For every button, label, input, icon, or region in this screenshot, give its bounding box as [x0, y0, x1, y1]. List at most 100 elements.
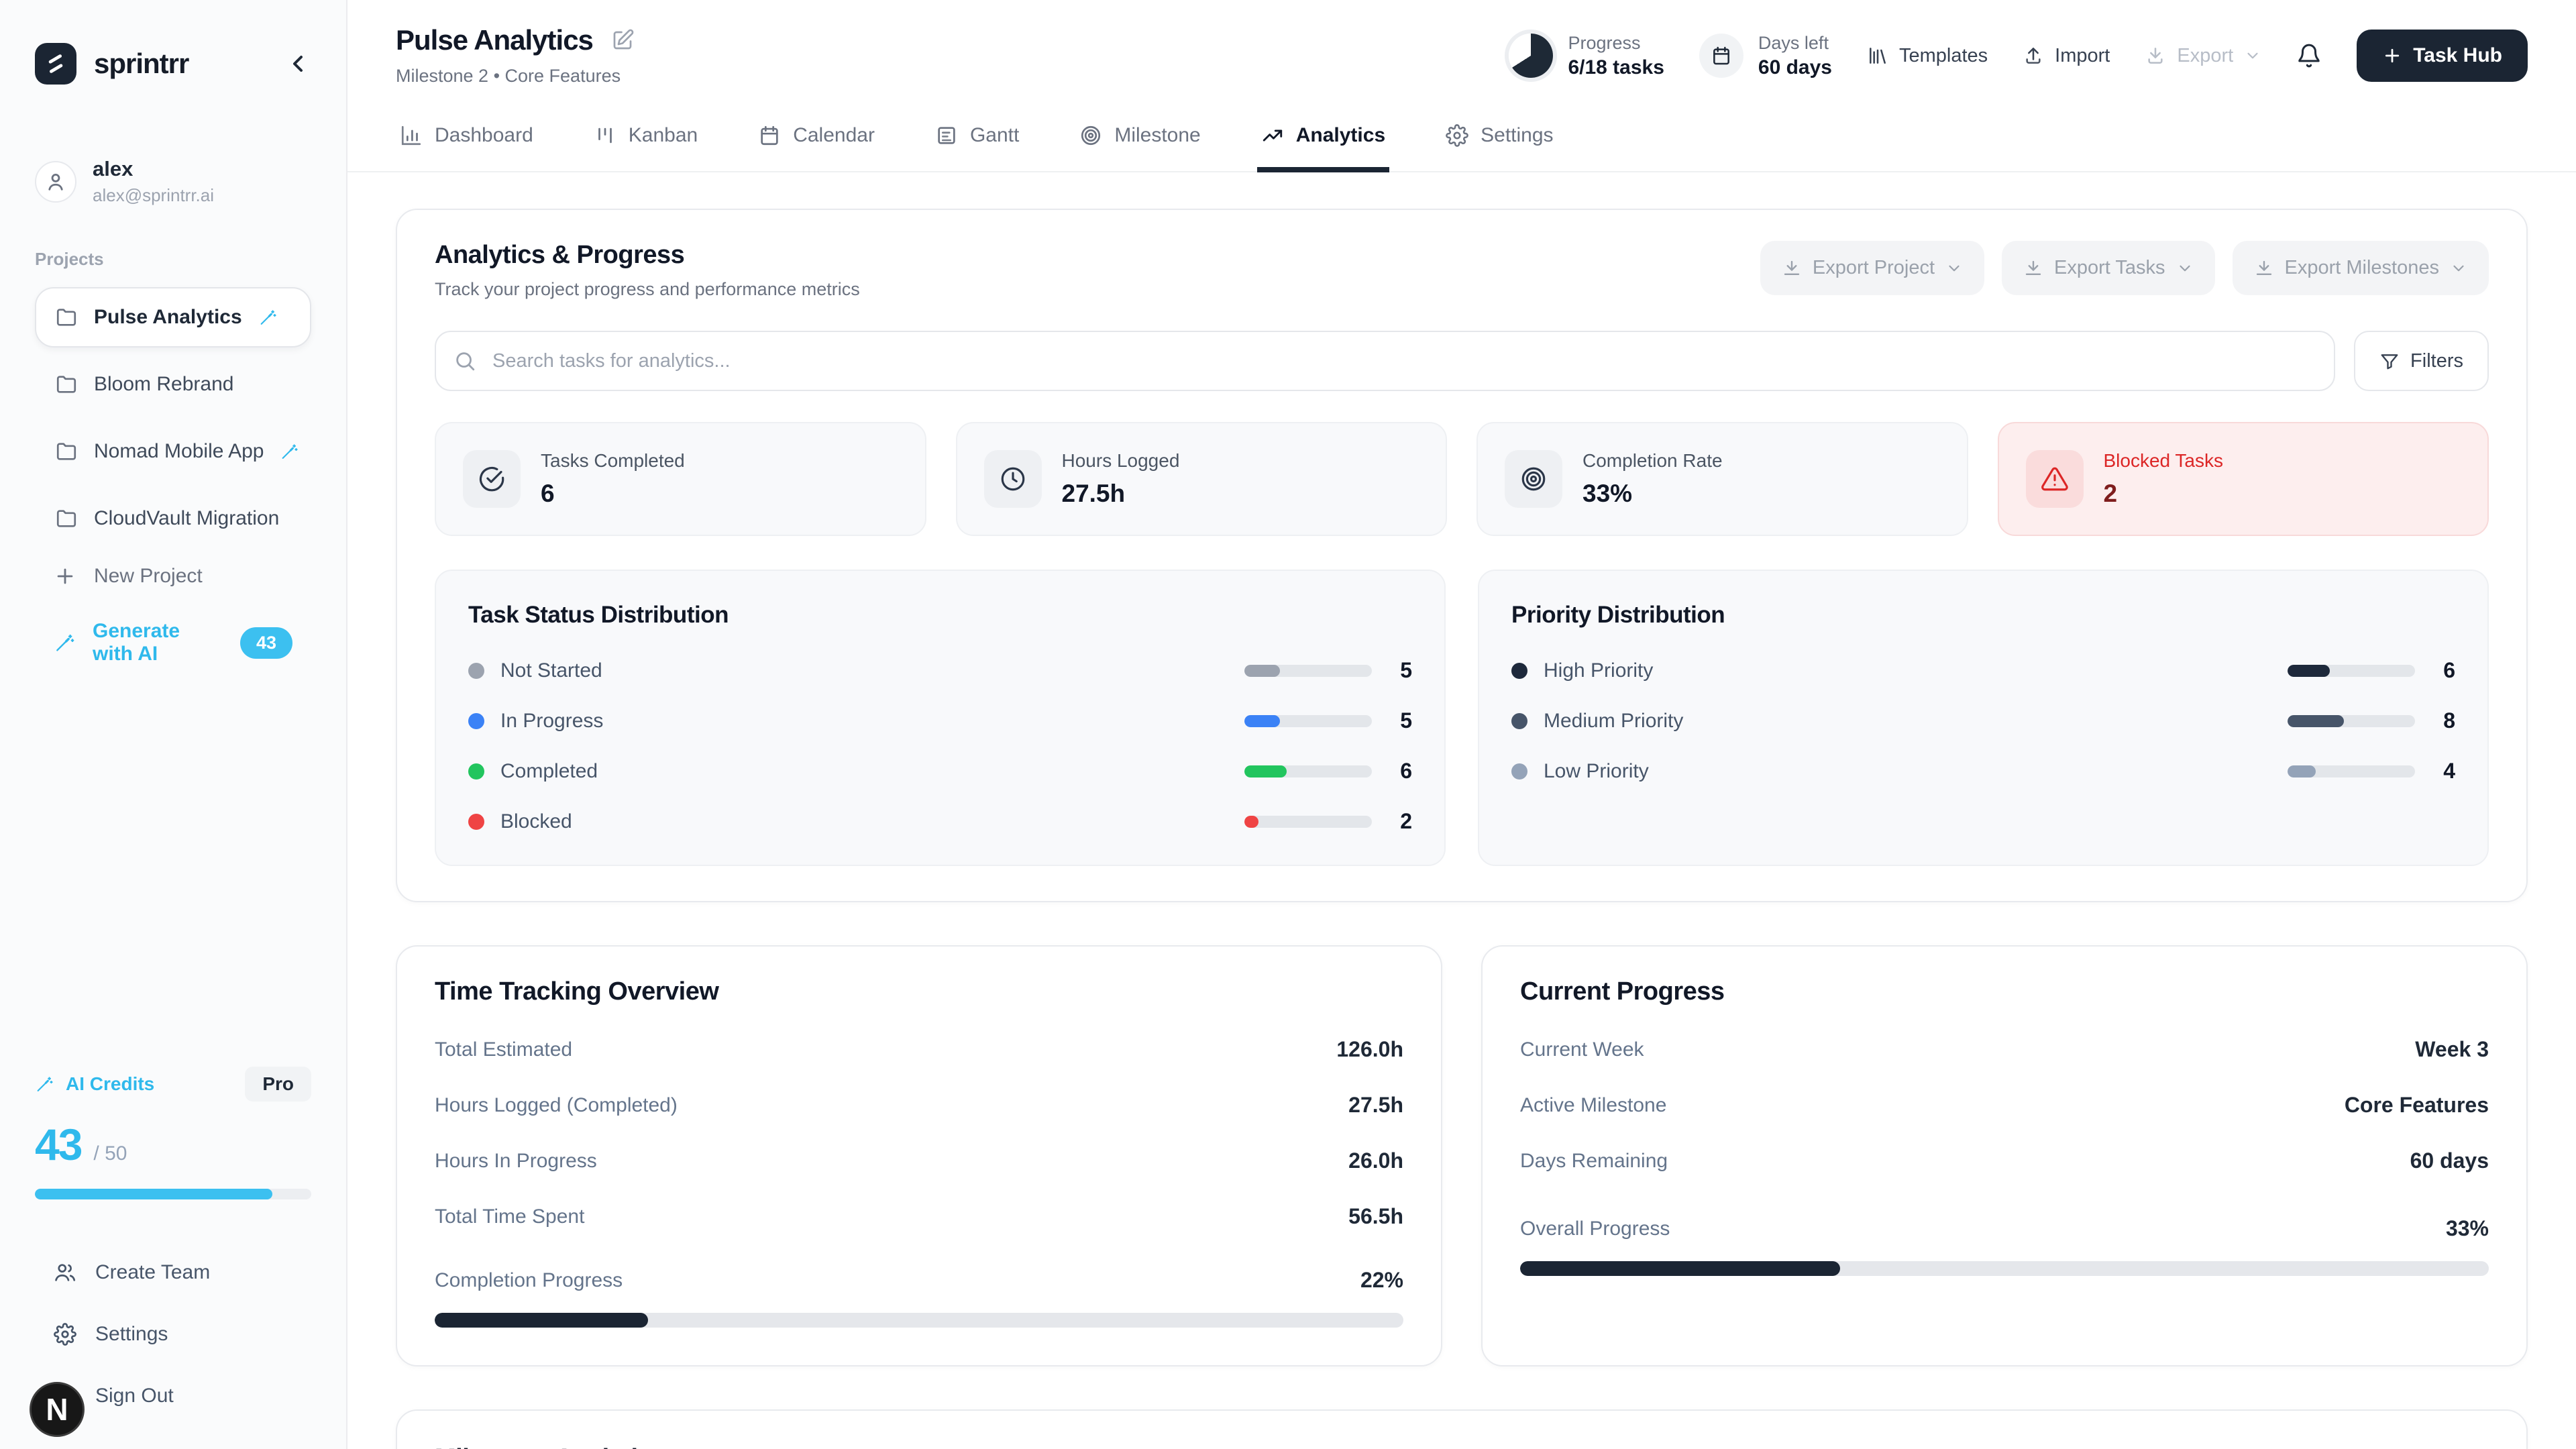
status-row-not-started: Not Started 5 — [468, 658, 1412, 683]
templates-button[interactable]: Templates — [1867, 45, 1988, 67]
export-milestones-button[interactable]: Export Milestones — [2232, 241, 2489, 295]
sidebar-item-bloom-rebrand[interactable]: Bloom Rebrand — [35, 354, 311, 415]
status-row-blocked: Blocked 2 — [468, 809, 1412, 834]
project-name: Bloom Rebrand — [94, 373, 234, 395]
milestone-analytics-card: Milestone Analytics Total Milestones Com… — [396, 1409, 2528, 1449]
download-icon — [2256, 260, 2271, 275]
export-tasks-button[interactable]: Export Tasks — [2002, 241, 2215, 295]
edit-title-icon[interactable] — [610, 28, 635, 52]
tab-dashboard[interactable]: Dashboard — [396, 107, 537, 172]
task-hub-button[interactable]: Task Hub — [2357, 30, 2528, 82]
stat-cards-row: Tasks Completed 6 Hours Logged 27.5h — [435, 422, 2489, 536]
tab-milestone[interactable]: Milestone — [1075, 107, 1204, 172]
user-email: alex@sprintrr.ai — [93, 185, 215, 205]
tab-analytics[interactable]: Analytics — [1256, 107, 1390, 172]
user-avatar — [35, 160, 76, 203]
priority-row-low: Low Priority 4 — [1511, 759, 2455, 784]
create-team-button[interactable]: Create Team — [35, 1246, 311, 1299]
sprintrr-logo-icon — [35, 43, 76, 85]
credits-total: / 50 — [93, 1142, 127, 1165]
project-name: Pulse Analytics — [94, 306, 242, 328]
ai-wand-icon — [54, 632, 75, 653]
generate-with-ai-button[interactable]: Generate with AI 43 — [35, 604, 311, 682]
check-circle-icon — [463, 450, 521, 508]
tab-settings[interactable]: Settings — [1442, 107, 1557, 172]
progress-label: Progress — [1568, 32, 1641, 53]
stat-tasks-completed: Tasks Completed 6 — [435, 422, 926, 536]
upload-icon — [2023, 45, 2044, 66]
page-title: Pulse Analytics — [396, 24, 594, 56]
search-input[interactable] — [435, 331, 2336, 391]
sidebar-collapse-button[interactable] — [284, 50, 311, 77]
calendar-icon — [761, 125, 778, 146]
new-project-button[interactable]: New Project — [35, 549, 311, 604]
chevron-down-icon — [2453, 265, 2464, 271]
stat-completion-rate: Completion Rate 33% — [1477, 422, 1968, 536]
stat-hours-logged: Hours Logged 27.5h — [955, 422, 1447, 536]
days-left-label: Days left — [1758, 32, 1829, 53]
user-profile[interactable]: alex alex@sprintrr.ai — [35, 157, 311, 206]
gear-icon — [54, 1323, 76, 1346]
progress-row-days-remaining: Days Remaining 60 days — [1520, 1148, 2489, 1173]
time-row-hours-logged: Hours Logged (Completed) 27.5h — [435, 1093, 1403, 1117]
sidebar-item-cloudvault-migration[interactable]: CloudVault Migration — [35, 488, 311, 549]
export-button[interactable]: Export — [2145, 45, 2261, 67]
download-icon — [1784, 260, 1800, 275]
plan-badge: Pro — [245, 1067, 311, 1102]
import-button[interactable]: Import — [2023, 45, 2110, 67]
target-icon — [1505, 450, 1562, 508]
ai-wand-icon — [35, 1075, 54, 1093]
filters-button[interactable]: Filters — [2354, 331, 2489, 391]
bar-chart-icon — [401, 125, 421, 146]
overall-progress-row: Overall Progress 33% — [1520, 1216, 2489, 1240]
gantt-icon — [938, 127, 955, 144]
tab-kanban[interactable]: Kanban — [590, 107, 702, 172]
tab-gantt[interactable]: Gantt — [931, 107, 1023, 172]
brand-row: sprintrr — [35, 43, 311, 85]
notifications-bell-icon[interactable] — [2296, 43, 2322, 68]
tab-calendar[interactable]: Calendar — [754, 107, 879, 172]
chevron-down-icon — [2179, 265, 2190, 271]
ai-credits-label: AI Credits — [66, 1073, 155, 1094]
ai-wand-icon — [258, 308, 277, 327]
time-tracking-card: Time Tracking Overview Total Estimated 1… — [396, 945, 1442, 1366]
target-icon — [1081, 125, 1101, 146]
task-status-distribution-card: Task Status Distribution Not Started 5 I… — [435, 570, 1446, 866]
page-subtitle: Milestone 2 • Core Features — [396, 66, 621, 86]
analytics-progress-card: Analytics & Progress Track your project … — [396, 209, 2528, 902]
export-project-button[interactable]: Export Project — [1760, 241, 1985, 295]
chevron-down-icon — [1949, 265, 1960, 271]
credits-used: 43 — [35, 1120, 83, 1169]
templates-icon — [1867, 45, 1888, 66]
kanban-icon — [598, 127, 612, 144]
analytics-subtitle: Track your project progress and performa… — [435, 279, 860, 299]
overall-progress-bar — [1520, 1261, 2489, 1276]
sidebar-item-pulse-analytics[interactable]: Pulse Analytics — [35, 287, 311, 347]
calendar-icon — [1699, 34, 1743, 78]
funnel-icon — [2381, 354, 2398, 370]
folder-icon — [55, 440, 78, 463]
stat-blocked-tasks: Blocked Tasks 2 — [1997, 422, 2489, 536]
sidebar-item-nomad-mobile-app[interactable]: Nomad Mobile App — [35, 421, 311, 482]
time-row-hours-in-progress: Hours In Progress 26.0h — [435, 1148, 1403, 1173]
gear-icon — [1446, 124, 1468, 147]
status-row-in-progress: In Progress 5 — [468, 708, 1412, 733]
progress-donut-icon — [1509, 34, 1554, 78]
trending-up-icon — [1263, 129, 1282, 142]
ai-wand-icon — [280, 442, 299, 461]
new-project-label: New Project — [94, 565, 203, 587]
folder-icon — [55, 306, 78, 329]
time-row-total-time-spent: Total Time Spent 56.5h — [435, 1204, 1403, 1228]
project-name: CloudVault Migration — [94, 507, 280, 529]
priority-row-medium: Medium Priority 8 — [1511, 708, 2455, 733]
credits-progress-bar — [35, 1189, 311, 1199]
header-days-left-stat: Days left 60 days — [1699, 33, 1832, 79]
nextjs-dev-badge[interactable]: N — [30, 1382, 85, 1437]
project-name: Nomad Mobile App — [94, 440, 264, 462]
settings-button[interactable]: Settings — [35, 1308, 311, 1360]
download-icon — [2025, 260, 2041, 275]
days-left-value: 60 days — [1758, 56, 1832, 78]
alert-triangle-icon — [2025, 450, 2084, 508]
sidebar: sprintrr alex alex@sprintrr.ai Projects … — [0, 0, 347, 1449]
sidebar-footer: Create Team Settings Sign Out — [35, 1246, 311, 1422]
